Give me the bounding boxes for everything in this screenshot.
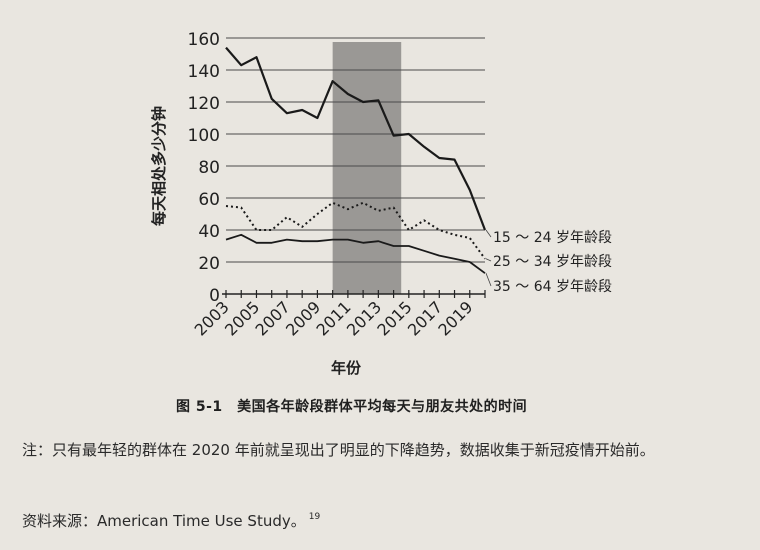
y-tick-label: 20 [198, 254, 220, 274]
y-tick-label: 40 [198, 222, 220, 242]
x-axis-title: 年份 [331, 359, 362, 377]
x-tick-label: 2015 [373, 297, 415, 339]
line-chart: 0204060801001201401602003200520072009201… [150, 30, 612, 377]
x-tick-label: 2019 [434, 297, 476, 339]
figure-note: 注：只有最年轻的群体在 2020 年前就呈现出了明显的下降趋势，数据收集于新冠疫… [22, 441, 655, 459]
source-text: 资料来源：American Time Use Study。 [22, 512, 306, 530]
x-tick-label: 2013 [343, 297, 385, 339]
series-label: 35 ～ 64 岁年龄段 [493, 279, 612, 295]
series-label: 15 ～ 24 岁年龄段 [493, 230, 612, 246]
figure-source: 资料来源：American Time Use Study。 19 [22, 510, 320, 531]
figure-caption: 图 5-1 美国各年龄段群体平均每天与朋友共处的时间 [176, 399, 528, 415]
x-tick-label: 2003 [191, 297, 233, 339]
y-tick-label: 120 [188, 94, 220, 114]
x-tick-label: 2009 [282, 297, 324, 339]
y-tick-label: 80 [198, 158, 220, 178]
series-line [225, 201, 486, 260]
series-line [225, 233, 486, 274]
shaded-period [332, 42, 402, 294]
source-footnote-ref: 19 [308, 512, 321, 522]
series-leader-line [485, 229, 492, 238]
x-tick-label: 2005 [221, 297, 263, 339]
y-tick-label: 140 [188, 62, 220, 82]
x-tick-label: 2007 [252, 297, 294, 339]
y-tick-label: 100 [188, 126, 220, 146]
series-label: 25 ～ 34 岁年龄段 [493, 254, 612, 270]
y-tick-label: 160 [188, 30, 220, 50]
series-leader-line [485, 273, 492, 287]
y-tick-label: 0 [209, 286, 220, 306]
x-tick-label: 2017 [404, 297, 446, 339]
series-leader-line [485, 258, 492, 262]
x-tick-label: 2011 [312, 297, 354, 339]
y-tick-label: 60 [198, 190, 220, 210]
series-line [225, 46, 487, 231]
y-axis-title: 每天相处多少分钟 [150, 106, 168, 226]
